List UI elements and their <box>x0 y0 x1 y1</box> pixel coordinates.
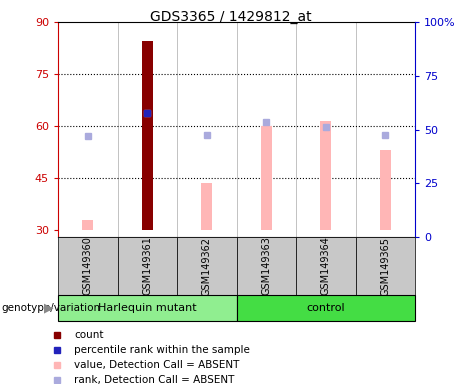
Text: percentile rank within the sample: percentile rank within the sample <box>74 345 250 355</box>
Bar <box>296 237 355 295</box>
Bar <box>177 237 236 295</box>
Bar <box>58 295 236 321</box>
Bar <box>320 121 331 230</box>
Bar <box>83 220 93 230</box>
Text: rank, Detection Call = ABSENT: rank, Detection Call = ABSENT <box>74 374 235 384</box>
Text: count: count <box>74 330 104 340</box>
Bar <box>236 295 415 321</box>
Text: GSM149360: GSM149360 <box>83 237 93 295</box>
Text: ▶: ▶ <box>44 301 53 314</box>
Bar <box>142 41 153 230</box>
Bar <box>236 237 296 295</box>
Bar <box>118 237 177 295</box>
Text: control: control <box>307 303 345 313</box>
Text: value, Detection Call = ABSENT: value, Detection Call = ABSENT <box>74 360 240 370</box>
Bar <box>142 41 153 230</box>
Text: Harlequin mutant: Harlequin mutant <box>98 303 196 313</box>
Text: GDS3365 / 1429812_at: GDS3365 / 1429812_at <box>150 10 311 24</box>
Bar <box>58 237 118 295</box>
Bar <box>201 183 212 230</box>
Text: genotype/variation: genotype/variation <box>1 303 100 313</box>
Text: GSM149361: GSM149361 <box>142 237 152 295</box>
Text: GSM149362: GSM149362 <box>202 237 212 296</box>
Bar <box>355 237 415 295</box>
Text: GSM149363: GSM149363 <box>261 237 271 295</box>
Text: GSM149365: GSM149365 <box>380 237 390 296</box>
Bar <box>380 150 390 230</box>
Text: GSM149364: GSM149364 <box>321 237 331 295</box>
Bar <box>261 126 272 230</box>
